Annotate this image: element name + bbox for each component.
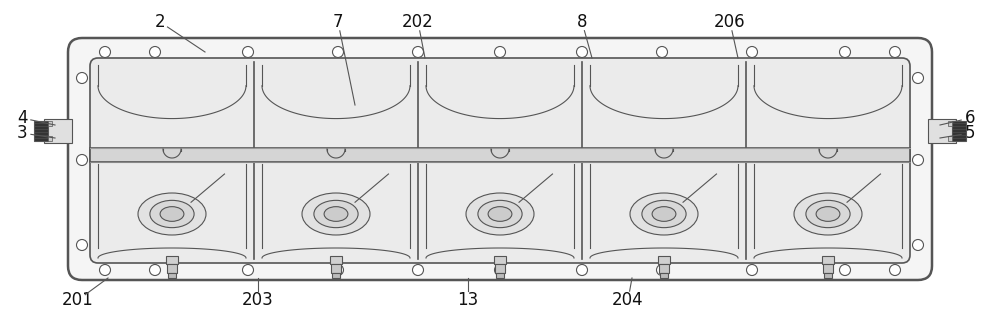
- Text: 202: 202: [402, 13, 434, 31]
- Text: 7: 7: [333, 13, 343, 31]
- Circle shape: [494, 265, 506, 275]
- Circle shape: [413, 46, 424, 58]
- Circle shape: [76, 72, 88, 84]
- Circle shape: [746, 265, 758, 275]
- Bar: [948, 136, 952, 141]
- Text: 5: 5: [965, 124, 975, 142]
- Ellipse shape: [794, 193, 862, 235]
- Bar: [496, 273, 504, 278]
- Circle shape: [746, 46, 758, 58]
- Bar: [823, 264, 833, 273]
- Circle shape: [656, 46, 668, 58]
- Circle shape: [100, 265, 110, 275]
- Bar: [168, 273, 176, 278]
- Text: 4: 4: [17, 109, 27, 127]
- Ellipse shape: [630, 193, 698, 235]
- Bar: [658, 256, 670, 264]
- Circle shape: [656, 265, 668, 275]
- Text: 2: 2: [155, 13, 165, 31]
- Bar: [332, 273, 340, 278]
- Bar: [824, 273, 832, 278]
- Bar: [952, 121, 966, 141]
- Circle shape: [494, 46, 506, 58]
- Bar: [495, 264, 505, 273]
- Text: 201: 201: [62, 291, 94, 309]
- Ellipse shape: [488, 207, 512, 221]
- Circle shape: [150, 265, 160, 275]
- Circle shape: [576, 46, 588, 58]
- Text: 8: 8: [577, 13, 587, 31]
- FancyBboxPatch shape: [90, 58, 910, 263]
- Circle shape: [890, 265, 900, 275]
- Bar: [90, 148, 910, 162]
- Ellipse shape: [652, 207, 676, 221]
- Bar: [494, 256, 506, 264]
- Ellipse shape: [302, 193, 370, 235]
- Bar: [928, 119, 956, 143]
- Text: 13: 13: [457, 291, 479, 309]
- Bar: [34, 121, 48, 141]
- Circle shape: [332, 265, 344, 275]
- Bar: [660, 273, 668, 278]
- Circle shape: [76, 240, 88, 250]
- Bar: [166, 256, 178, 264]
- Circle shape: [100, 46, 110, 58]
- Circle shape: [576, 265, 588, 275]
- Bar: [48, 121, 52, 126]
- Bar: [659, 264, 669, 273]
- Ellipse shape: [478, 200, 522, 228]
- Bar: [330, 256, 342, 264]
- Ellipse shape: [466, 193, 534, 235]
- Text: 204: 204: [612, 291, 644, 309]
- Text: 3: 3: [17, 124, 27, 142]
- Text: 206: 206: [714, 13, 746, 31]
- Ellipse shape: [314, 200, 358, 228]
- Circle shape: [413, 265, 424, 275]
- FancyBboxPatch shape: [68, 38, 932, 280]
- Text: 6: 6: [965, 109, 975, 127]
- Circle shape: [840, 46, 850, 58]
- Bar: [331, 264, 341, 273]
- Circle shape: [332, 46, 344, 58]
- Circle shape: [912, 72, 924, 84]
- Text: 203: 203: [242, 291, 274, 309]
- Circle shape: [76, 155, 88, 165]
- Circle shape: [890, 46, 900, 58]
- Ellipse shape: [806, 200, 850, 228]
- Circle shape: [242, 265, 254, 275]
- Bar: [44, 119, 72, 143]
- Bar: [167, 264, 177, 273]
- Ellipse shape: [150, 200, 194, 228]
- Circle shape: [912, 155, 924, 165]
- Bar: [822, 256, 834, 264]
- Ellipse shape: [138, 193, 206, 235]
- Circle shape: [912, 240, 924, 250]
- Circle shape: [150, 46, 160, 58]
- Circle shape: [840, 265, 850, 275]
- Ellipse shape: [816, 207, 840, 221]
- Ellipse shape: [642, 200, 686, 228]
- Ellipse shape: [324, 207, 348, 221]
- Bar: [948, 121, 952, 126]
- Ellipse shape: [160, 207, 184, 221]
- Bar: [48, 136, 52, 141]
- Circle shape: [242, 46, 254, 58]
